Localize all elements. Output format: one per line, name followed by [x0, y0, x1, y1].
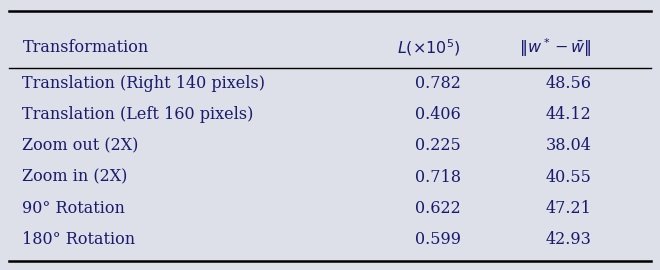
- Text: Zoom in (2X): Zoom in (2X): [22, 168, 128, 185]
- Text: 0.406: 0.406: [415, 106, 461, 123]
- Text: 38.04: 38.04: [546, 137, 592, 154]
- Text: 180° Rotation: 180° Rotation: [22, 231, 135, 248]
- Text: $\|w^* - \bar{w}\|$: $\|w^* - \bar{w}\|$: [519, 36, 592, 59]
- Text: 0.225: 0.225: [415, 137, 461, 154]
- Text: $L(\times 10^5)$: $L(\times 10^5)$: [397, 37, 461, 58]
- Text: 90° Rotation: 90° Rotation: [22, 200, 125, 217]
- Text: Translation (Right 140 pixels): Translation (Right 140 pixels): [22, 75, 265, 92]
- Text: 40.55: 40.55: [546, 168, 592, 185]
- Text: 0.782: 0.782: [415, 75, 461, 92]
- Text: 48.56: 48.56: [546, 75, 592, 92]
- Text: Transformation: Transformation: [22, 39, 148, 56]
- Text: 0.622: 0.622: [415, 200, 461, 217]
- Text: 47.21: 47.21: [546, 200, 592, 217]
- Text: 44.12: 44.12: [546, 106, 592, 123]
- Text: 0.599: 0.599: [415, 231, 461, 248]
- Text: Translation (Left 160 pixels): Translation (Left 160 pixels): [22, 106, 254, 123]
- Text: 0.718: 0.718: [415, 168, 461, 185]
- Text: 42.93: 42.93: [546, 231, 592, 248]
- Text: Zoom out (2X): Zoom out (2X): [22, 137, 139, 154]
